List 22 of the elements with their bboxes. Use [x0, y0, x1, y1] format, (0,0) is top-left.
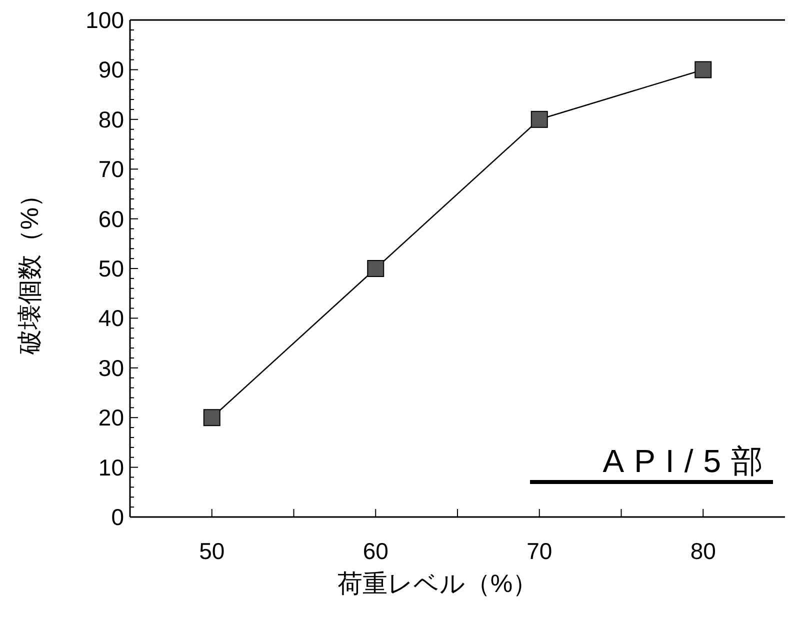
point: [530, 110, 548, 128]
x-tick-label: 60: [362, 538, 388, 564]
y-tick-label: 10: [98, 454, 124, 480]
y-tick-label: 20: [98, 404, 124, 431]
x-axis-title: 荷重レベル（%）: [337, 570, 538, 598]
y-tick-label: 40: [98, 305, 124, 332]
y-tick-label: 80: [98, 106, 124, 132]
y-tick-label: 70: [98, 156, 124, 182]
point: [694, 61, 712, 78]
y-tick-label: 30: [98, 354, 124, 381]
point: [203, 409, 220, 426]
annotation: API/5部: [602, 443, 773, 479]
y-tick-label: 90: [98, 56, 124, 83]
y-tick-label: 60: [98, 206, 124, 232]
y-tick-label: 0: [111, 504, 124, 530]
point: [367, 260, 384, 277]
x-tick-label: 80: [690, 538, 716, 564]
y-axis-title: 破壊個数（%）: [16, 182, 44, 356]
x-tick-label: 70: [526, 538, 552, 564]
x-tick-label: 50: [199, 538, 225, 564]
y-tick-label: 100: [86, 7, 124, 33]
y-tick-label: 50: [98, 256, 124, 282]
